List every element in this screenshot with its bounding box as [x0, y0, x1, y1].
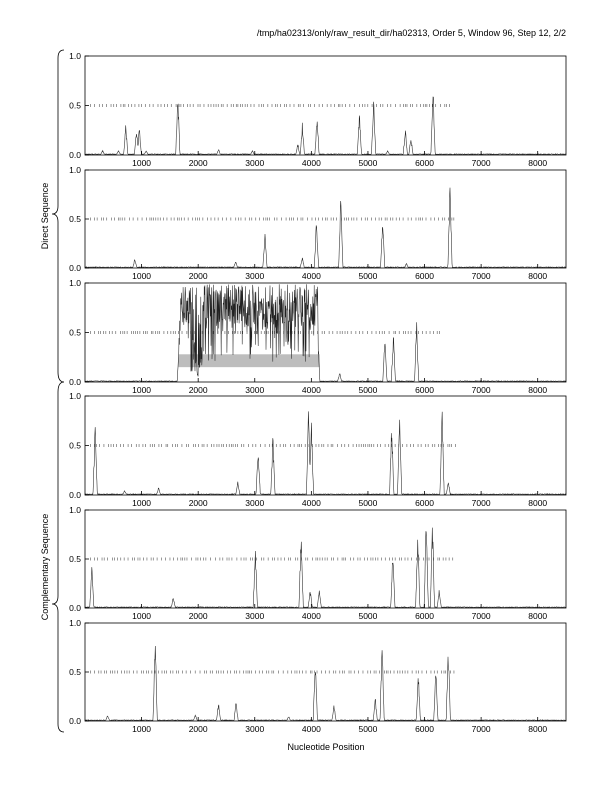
x-tick-label: 8000 — [528, 271, 547, 281]
y-tick-label: 1.0 — [69, 51, 81, 61]
complementary-sequence-label: Complementary Sequence — [40, 514, 50, 621]
x-tick-label: 5000 — [358, 158, 377, 168]
x-tick-label: 2000 — [189, 498, 208, 508]
x-tick-label: 1000 — [132, 724, 151, 734]
x-tick-label: 7000 — [472, 498, 491, 508]
x-tick-label: 6000 — [415, 724, 434, 734]
x-tick-label: 2000 — [189, 611, 208, 621]
x-tick-label: 1000 — [132, 611, 151, 621]
x-tick-label: 2000 — [189, 158, 208, 168]
x-tick-label: 7000 — [472, 724, 491, 734]
y-tick-label: 0.5 — [69, 667, 81, 677]
panel-4: 0.0 0.5 1.0 1000 2000 3000 4000 5000 6000 7000 800… — [69, 391, 567, 508]
x-tick-label: 8000 — [528, 724, 547, 734]
y-tick-label: 0.0 — [69, 603, 81, 613]
x-tick-label: 5000 — [358, 385, 377, 395]
series-line — [85, 96, 567, 156]
panel-6: 0.0 0.5 1.0 1000 2000 3000 4000 5000 6000 7000 800… — [69, 618, 567, 734]
x-tick-label: 4000 — [302, 271, 321, 281]
x-tick-label: 8000 — [528, 498, 547, 508]
direct-sequence-label: Direct Sequence — [40, 183, 50, 250]
x-tick-label: 2000 — [189, 385, 208, 395]
x-tick-label: 1000 — [132, 158, 151, 168]
x-tick-label: 6000 — [415, 158, 434, 168]
marks-row — [90, 104, 450, 107]
shaded-band — [178, 354, 320, 368]
x-tick-label: 4000 — [302, 611, 321, 621]
x-tick-label: 6000 — [415, 611, 434, 621]
y-tick-label: 0.0 — [69, 716, 81, 726]
marks-row — [90, 557, 454, 561]
x-tick-label: 8000 — [528, 158, 547, 168]
y-tick-label: 0.0 — [69, 490, 81, 500]
x-tick-label: 3000 — [245, 271, 264, 281]
x-tick-label: 7000 — [472, 385, 491, 395]
chart-panels: 0.0 0.5 1.0 1000 2000 3000 4000 5000 6000 7000 800… — [69, 51, 567, 734]
y-tick-label: 0.5 — [69, 101, 81, 111]
x-tick-label: 1000 — [132, 498, 151, 508]
y-tick-label: 1.0 — [69, 278, 81, 288]
series-line — [84, 411, 566, 496]
x-tick-label: 4000 — [302, 498, 321, 508]
y-tick-label: 1.0 — [69, 618, 81, 628]
x-tick-label: 8000 — [528, 385, 547, 395]
x-tick-label: 8000 — [528, 611, 547, 621]
x-tick-label: 3000 — [245, 611, 264, 621]
series-line — [84, 284, 567, 383]
panel-frame — [84, 55, 567, 156]
panel-1: 0.0 0.5 1.0 1000 2000 3000 4000 5000 6000 7000 800… — [69, 51, 567, 168]
y-tick-label: 1.0 — [69, 391, 81, 401]
marks-row — [90, 670, 455, 674]
y-tick-label: 0.5 — [69, 214, 81, 224]
panel-frame — [84, 395, 567, 496]
x-tick-label: 7000 — [472, 158, 491, 168]
complementary-group-brace — [51, 381, 65, 733]
x-tick-label: 6000 — [415, 385, 434, 395]
marks-row — [90, 217, 455, 221]
panel-2: 0.0 0.5 1.0 1000 2000 3000 4000 5000 6000 7000 800… — [69, 165, 567, 281]
x-tick-label: 4000 — [302, 724, 321, 734]
marks-row — [90, 331, 440, 334]
panel-frame — [84, 282, 567, 383]
series-line — [84, 527, 566, 609]
series-line — [84, 645, 566, 722]
x-tick-label: 1000 — [132, 271, 151, 281]
x-tick-label: 5000 — [358, 724, 377, 734]
panel-5: 0.0 0.5 1.0 1000 2000 3000 4000 5000 6000 7000 800… — [69, 505, 567, 621]
x-tick-label: 3000 — [245, 158, 264, 168]
x-tick-label: 2000 — [189, 724, 208, 734]
x-tick-label: 3000 — [245, 724, 264, 734]
figure-header: /tmp/ha02313/only/raw_result_dir/ha02313… — [257, 28, 566, 38]
y-tick-label: 0.0 — [69, 263, 81, 273]
x-tick-label: 3000 — [245, 385, 264, 395]
x-tick-label: 3000 — [245, 498, 264, 508]
x-tick-label: 1000 — [132, 385, 151, 395]
direct-group-brace — [51, 49, 65, 383]
y-tick-label: 1.0 — [69, 505, 81, 515]
x-tick-label: 4000 — [302, 158, 321, 168]
x-tick-label: 5000 — [358, 611, 377, 621]
x-tick-label: 7000 — [472, 611, 491, 621]
x-tick-label: 5000 — [358, 271, 377, 281]
y-tick-label: 0.5 — [69, 554, 81, 564]
x-tick-label: 5000 — [358, 498, 377, 508]
x-tick-label: 6000 — [415, 498, 434, 508]
series-line — [84, 187, 567, 269]
x-tick-label: 6000 — [415, 271, 434, 281]
panel-3: 0.0 0.5 1.0 1000 2000 3000 4000 5000 6000 7000 800… — [69, 278, 567, 395]
y-tick-label: 0.0 — [69, 377, 81, 387]
y-tick-label: 0.0 — [69, 150, 81, 160]
x-axis-label: Nucleotide Position — [287, 742, 364, 752]
y-tick-label: 0.5 — [69, 328, 81, 338]
x-tick-label: 7000 — [472, 271, 491, 281]
marks-row — [90, 444, 456, 447]
y-tick-label: 1.0 — [69, 165, 81, 175]
x-tick-label: 4000 — [302, 385, 321, 395]
y-tick-label: 0.5 — [69, 441, 81, 451]
x-tick-label: 2000 — [189, 271, 208, 281]
